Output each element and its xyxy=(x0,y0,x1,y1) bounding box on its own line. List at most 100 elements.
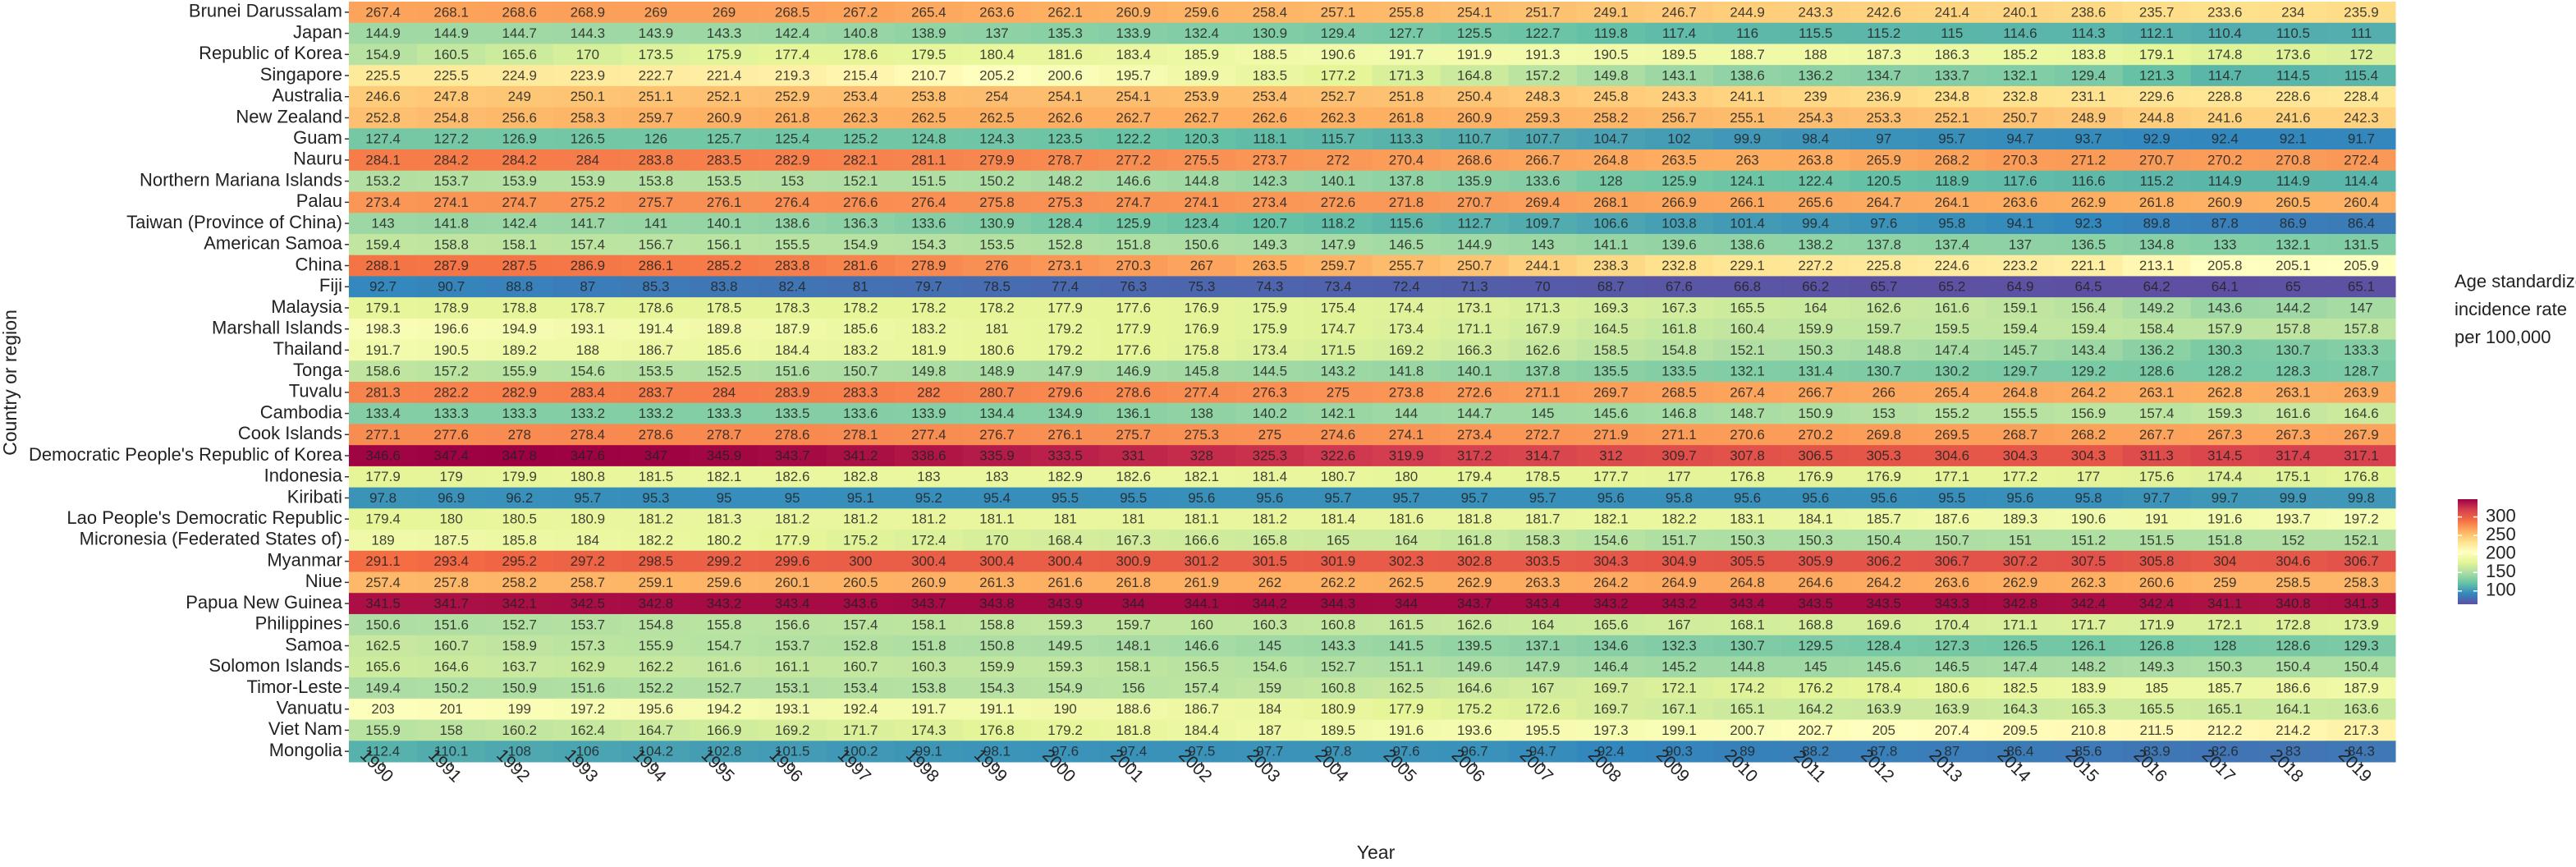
heat-cell xyxy=(1372,339,1442,361)
cell-label: 165.6 xyxy=(502,47,537,62)
heat-cell xyxy=(758,508,827,530)
heat-cell xyxy=(2122,213,2192,235)
heat-cell xyxy=(1099,571,1168,594)
cell-label: 84.3 xyxy=(2348,744,2375,759)
cell-label: 183 xyxy=(985,469,1008,484)
cell-label: 160.7 xyxy=(433,638,469,654)
heat-cell xyxy=(349,382,418,404)
cell-label: 178.2 xyxy=(979,300,1015,315)
cell-label: 161.8 xyxy=(1662,321,1697,337)
cell-label: 193.6 xyxy=(1457,722,1492,738)
heat-cell xyxy=(1644,445,1714,467)
cell-label: 159.9 xyxy=(1798,321,1833,337)
cell-label: 150.9 xyxy=(502,680,537,695)
cell-label: 273.7 xyxy=(1253,152,1288,167)
cell-label: 283.4 xyxy=(571,384,606,400)
heat-cell xyxy=(1235,360,1304,383)
cell-label: 251.1 xyxy=(639,89,674,104)
cell-label: 65.1 xyxy=(2348,279,2375,295)
heat-cell xyxy=(1918,677,1987,700)
heat-cell xyxy=(2054,508,2124,530)
heat-cell xyxy=(1849,170,1918,192)
heat-cell xyxy=(1304,424,1373,446)
heat-cell xyxy=(349,487,418,509)
cell-label: 244.8 xyxy=(2139,110,2175,126)
heat-cell xyxy=(417,487,486,509)
heat-cell xyxy=(349,402,418,424)
cell-label: 263.6 xyxy=(1935,575,1970,590)
cell-label: 179.9 xyxy=(502,469,537,484)
cell-label: 344.2 xyxy=(1253,596,1288,612)
heat-cell xyxy=(621,402,690,424)
heat-cell xyxy=(2258,677,2328,700)
heat-cell xyxy=(485,339,554,361)
heat-cell xyxy=(1235,107,1304,129)
cell-label: 197.2 xyxy=(2344,511,2379,527)
cell-label: 99.8 xyxy=(2348,490,2375,506)
y-axis-title: Country or region xyxy=(0,310,21,456)
cell-label: 177.9 xyxy=(775,532,810,548)
cell-label: 261.3 xyxy=(979,575,1015,590)
heat-cell xyxy=(962,128,1032,150)
cell-label: 149.4 xyxy=(365,680,401,695)
heat-cell xyxy=(1099,530,1168,552)
cell-label: 300.9 xyxy=(1116,553,1151,569)
cell-label: 283.8 xyxy=(639,152,674,167)
cell-label: 99.7 xyxy=(2212,490,2239,506)
cell-label: 185.7 xyxy=(2207,680,2243,695)
cell-label: 136.1 xyxy=(1116,406,1151,421)
heat-cell xyxy=(1304,213,1373,235)
heat-cell xyxy=(1031,318,1100,341)
heat-cell xyxy=(1576,22,1646,44)
cell-label: 178.4 xyxy=(1866,680,1901,695)
heat-cell xyxy=(1644,487,1714,509)
heat-cell xyxy=(621,213,690,235)
heat-cell xyxy=(1781,698,1850,721)
cell-label: 181.3 xyxy=(707,511,742,527)
cell-label: 235.7 xyxy=(2139,4,2175,20)
heat-cell xyxy=(2122,445,2192,467)
heat-cell xyxy=(1713,508,1782,530)
cell-label: 161.6 xyxy=(2276,406,2311,421)
heat-cell xyxy=(1918,22,1987,44)
heat-cell xyxy=(349,233,418,256)
row-label: Democratic People's Republic of Korea xyxy=(29,444,343,465)
heat-cell xyxy=(1304,297,1373,319)
cell-label: 123.5 xyxy=(1047,131,1083,147)
cell-label: 285.2 xyxy=(707,258,742,273)
cell-label: 190.5 xyxy=(1593,47,1629,62)
cell-label: 127.2 xyxy=(433,131,469,147)
heat-cell xyxy=(690,466,759,489)
heat-cell xyxy=(621,719,690,741)
heat-cell xyxy=(553,233,622,256)
cell-label: 95.7 xyxy=(1393,490,1420,506)
cell-label: 139.6 xyxy=(1662,236,1697,252)
heat-cell xyxy=(1849,571,1918,594)
heat-cell xyxy=(758,571,827,594)
cell-label: 175.9 xyxy=(1253,321,1288,337)
heat-cell xyxy=(1918,571,1987,594)
heat-cell xyxy=(417,508,486,530)
heat-cell xyxy=(2190,149,2260,172)
cell-label: 262.3 xyxy=(843,110,878,126)
cell-label: 154.9 xyxy=(843,236,878,252)
cell-label: 263.8 xyxy=(1798,152,1833,167)
heat-cell xyxy=(1849,2,1918,24)
heat-cell xyxy=(1167,107,1236,129)
cell-label: 306.7 xyxy=(1935,553,1970,569)
heat-cell xyxy=(1781,107,1850,129)
heat-cell xyxy=(1713,382,1782,404)
heat-cell xyxy=(485,44,554,66)
cell-label: 283.7 xyxy=(639,384,674,400)
cell-label: 136.5 xyxy=(2071,236,2106,252)
heat-cell xyxy=(1304,487,1373,509)
cell-label: 272.6 xyxy=(1321,195,1356,210)
heat-cell xyxy=(1304,276,1373,298)
cell-label: 189.9 xyxy=(1184,68,1219,84)
cell-label: 95 xyxy=(717,490,732,506)
cell-label: 274.1 xyxy=(1389,427,1424,443)
cell-label: 153.5 xyxy=(707,173,742,189)
cell-label: 267.9 xyxy=(2344,427,2379,443)
heat-cell xyxy=(621,445,690,467)
cell-label: 343.3 xyxy=(1935,596,1970,612)
